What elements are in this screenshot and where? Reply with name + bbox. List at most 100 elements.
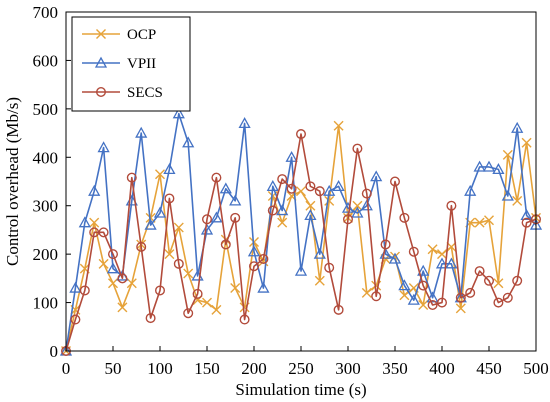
marker-stroke	[418, 299, 429, 310]
data-point	[473, 160, 486, 172]
data-point	[512, 275, 523, 286]
data-point	[520, 209, 533, 221]
data-point	[238, 117, 251, 129]
legend-marker	[94, 56, 108, 68]
legend-marker	[95, 86, 106, 97]
data-point	[247, 245, 261, 257]
marker-stroke	[126, 278, 137, 289]
marker-stroke	[173, 222, 184, 233]
legend-label: SECS	[127, 85, 163, 101]
data-point	[352, 200, 363, 211]
marker-stroke	[324, 195, 335, 206]
legend-entry: VPII	[82, 56, 156, 72]
data-point	[89, 217, 100, 228]
data-point	[98, 227, 109, 238]
x-tick-label: 200	[241, 359, 267, 378]
data-point	[324, 262, 335, 273]
data-point	[126, 278, 137, 289]
data-point	[323, 184, 336, 196]
data-point	[482, 160, 496, 172]
data-point	[426, 291, 439, 303]
data-point	[136, 241, 147, 252]
data-point	[70, 314, 81, 325]
marker-stroke	[98, 258, 109, 269]
y-tick-label: 100	[33, 294, 59, 313]
data-point	[117, 273, 128, 284]
data-point	[380, 239, 391, 250]
data-point	[155, 169, 165, 180]
data-point	[493, 297, 504, 308]
marker-stroke	[521, 137, 532, 148]
y-tick-label: 300	[33, 197, 59, 216]
data-point	[117, 302, 128, 313]
y-tick-label: 200	[33, 245, 59, 264]
data-point	[257, 281, 270, 293]
data-point	[164, 249, 175, 260]
data-point	[399, 290, 410, 301]
data-point	[418, 299, 429, 310]
data-point	[390, 176, 401, 187]
data-point	[106, 262, 120, 274]
data-point	[465, 287, 476, 298]
data-point	[258, 253, 269, 264]
x-tick-label: 300	[335, 359, 361, 378]
data-point	[277, 217, 288, 228]
data-point	[164, 193, 175, 204]
legend-label: VPII	[127, 56, 156, 72]
data-point	[313, 247, 326, 259]
data-point	[145, 313, 156, 324]
plot-area	[59, 107, 543, 357]
data-point	[332, 180, 345, 191]
legend-marker	[96, 29, 106, 39]
data-point	[267, 205, 278, 216]
marker-stroke	[512, 195, 523, 206]
data-point	[107, 249, 118, 260]
y-axis-title: Control overhead (Mb/s)	[3, 97, 22, 266]
data-point	[512, 195, 523, 206]
marker-stroke	[502, 149, 513, 160]
marker-stroke	[164, 249, 175, 260]
data-point	[294, 264, 308, 276]
data-point	[88, 184, 101, 196]
data-point	[370, 170, 383, 182]
marker-stroke	[352, 200, 363, 211]
data-point	[417, 264, 430, 276]
data-point	[230, 283, 241, 294]
y-tick-label: 600	[33, 51, 59, 70]
data-point	[202, 297, 212, 308]
data-point	[341, 201, 355, 213]
data-point	[371, 291, 382, 302]
data-point	[304, 209, 317, 221]
x-tick-label: 0	[62, 359, 71, 378]
data-point	[135, 126, 148, 138]
marker-stroke	[474, 217, 485, 228]
legend: OCP VPII SECS	[71, 16, 191, 112]
data-point	[126, 172, 137, 183]
marker-stroke	[117, 302, 128, 313]
data-point	[361, 188, 372, 199]
data-point	[219, 182, 232, 194]
marker-stroke	[79, 263, 90, 274]
series-ocp	[61, 120, 541, 356]
marker-stroke	[108, 278, 118, 289]
series-line	[65, 112, 537, 352]
marker-stroke	[305, 200, 316, 211]
marker-stroke	[211, 304, 222, 315]
data-point	[379, 247, 392, 259]
legend-entry: SECS	[82, 85, 163, 101]
x-tick-label: 100	[147, 359, 173, 378]
data-point	[427, 244, 438, 255]
x-tick-label: 250	[288, 359, 314, 378]
data-point	[296, 186, 306, 197]
series-line	[65, 133, 537, 352]
data-point	[437, 249, 447, 260]
data-point	[474, 217, 485, 228]
marker-stroke	[333, 120, 344, 131]
data-point	[277, 174, 288, 185]
data-point	[493, 278, 504, 289]
marker-stroke	[155, 169, 165, 180]
data-point	[276, 204, 289, 216]
data-point	[305, 181, 316, 192]
marker-stroke	[314, 275, 325, 286]
